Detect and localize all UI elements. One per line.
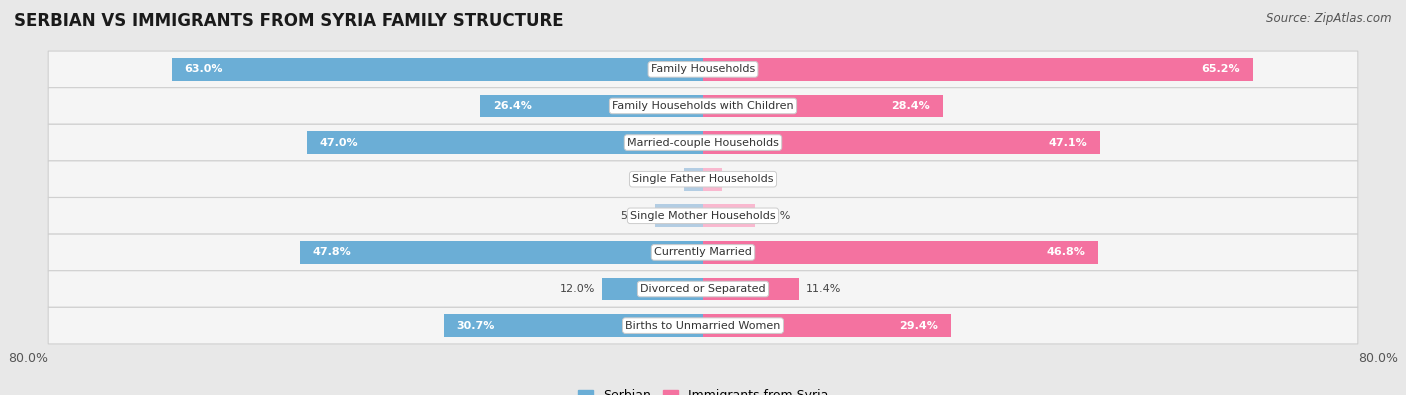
Text: 12.0%: 12.0% [560, 284, 595, 294]
Text: SERBIAN VS IMMIGRANTS FROM SYRIA FAMILY STRUCTURE: SERBIAN VS IMMIGRANTS FROM SYRIA FAMILY … [14, 12, 564, 30]
Text: 28.4%: 28.4% [891, 101, 929, 111]
Text: 2.2%: 2.2% [650, 174, 678, 184]
Text: 46.8%: 46.8% [1046, 247, 1085, 258]
Text: 30.7%: 30.7% [457, 321, 495, 331]
FancyBboxPatch shape [48, 51, 1358, 88]
Bar [703, 131, 1101, 154]
Bar [703, 58, 1253, 81]
Bar [703, 168, 723, 190]
FancyBboxPatch shape [48, 88, 1358, 124]
FancyBboxPatch shape [48, 161, 1358, 198]
Bar [172, 58, 703, 81]
Text: Currently Married: Currently Married [654, 247, 752, 258]
Bar [703, 95, 942, 117]
Text: Single Father Households: Single Father Households [633, 174, 773, 184]
Bar [703, 205, 755, 227]
Bar [444, 314, 703, 337]
Bar [307, 131, 703, 154]
Text: Family Households: Family Households [651, 64, 755, 74]
Text: 29.4%: 29.4% [900, 321, 938, 331]
Text: 47.1%: 47.1% [1049, 137, 1088, 148]
Text: 63.0%: 63.0% [184, 64, 222, 74]
Bar [299, 241, 703, 264]
Bar [703, 314, 950, 337]
Bar [703, 241, 1098, 264]
Text: Single Mother Households: Single Mother Households [630, 211, 776, 221]
Bar [602, 278, 703, 300]
Text: 65.2%: 65.2% [1202, 64, 1240, 74]
Bar [655, 205, 703, 227]
Legend: Serbian, Immigrants from Syria: Serbian, Immigrants from Syria [572, 384, 834, 395]
Text: 2.3%: 2.3% [730, 174, 758, 184]
FancyBboxPatch shape [48, 271, 1358, 307]
Bar [685, 168, 703, 190]
Bar [703, 278, 799, 300]
Text: 47.8%: 47.8% [312, 247, 352, 258]
FancyBboxPatch shape [48, 198, 1358, 234]
Text: Source: ZipAtlas.com: Source: ZipAtlas.com [1267, 12, 1392, 25]
FancyBboxPatch shape [48, 307, 1358, 344]
FancyBboxPatch shape [48, 124, 1358, 161]
Text: 26.4%: 26.4% [494, 101, 531, 111]
FancyBboxPatch shape [48, 234, 1358, 271]
Bar [481, 95, 703, 117]
Text: Births to Unmarried Women: Births to Unmarried Women [626, 321, 780, 331]
Text: Family Households with Children: Family Households with Children [612, 101, 794, 111]
Text: Divorced or Separated: Divorced or Separated [640, 284, 766, 294]
Text: 5.7%: 5.7% [620, 211, 648, 221]
Text: 6.2%: 6.2% [762, 211, 790, 221]
Text: Married-couple Households: Married-couple Households [627, 137, 779, 148]
Text: 11.4%: 11.4% [806, 284, 841, 294]
Text: 47.0%: 47.0% [319, 137, 357, 148]
